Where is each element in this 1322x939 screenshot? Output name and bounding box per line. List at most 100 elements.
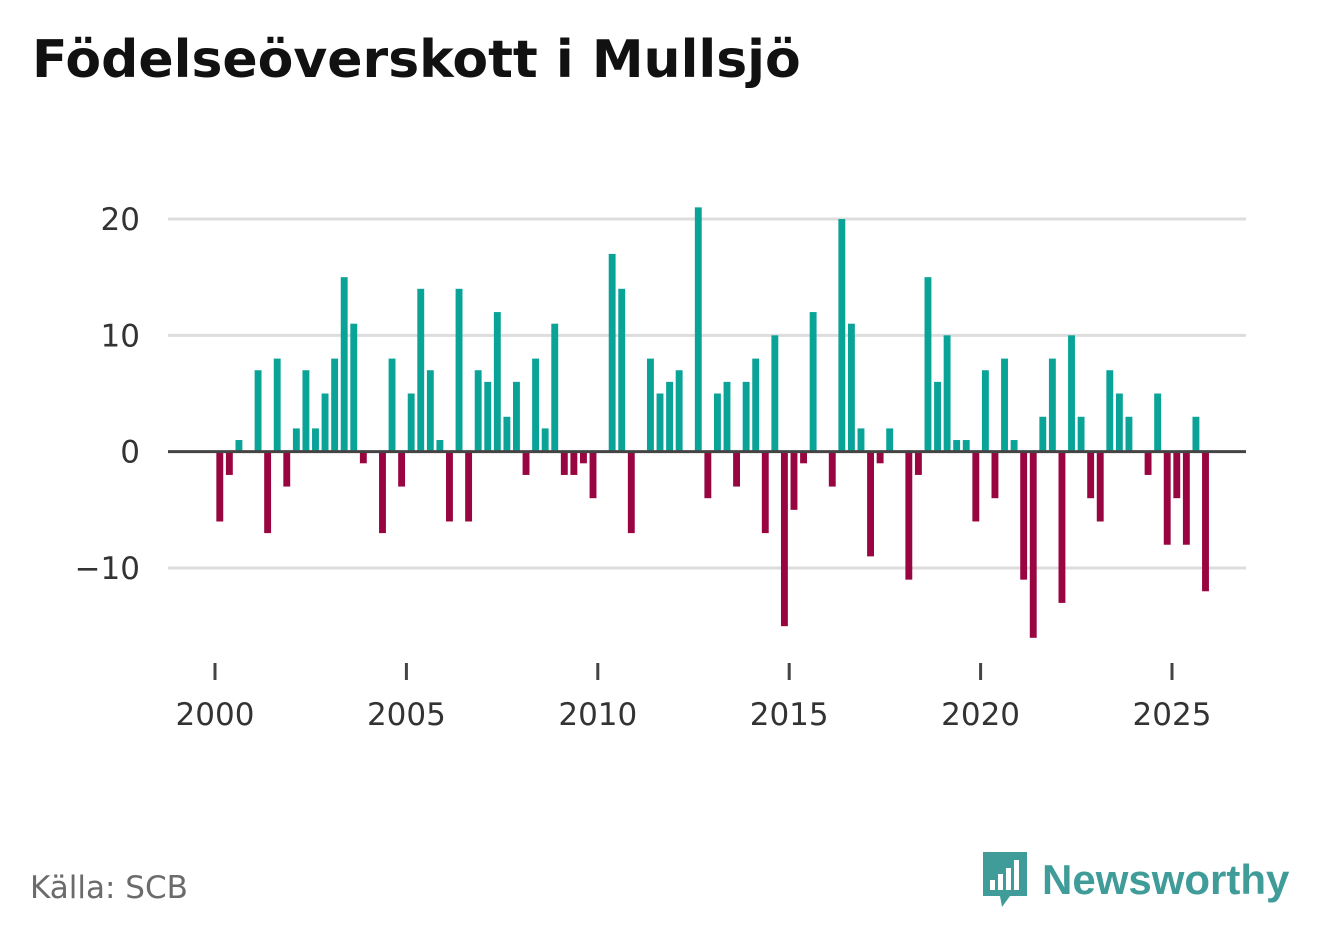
bar-negative xyxy=(264,451,272,534)
bar-negative xyxy=(972,451,980,522)
bar-negative xyxy=(790,451,798,510)
bar-negative xyxy=(627,451,635,534)
bar-negative xyxy=(570,451,578,475)
bar-positive xyxy=(847,323,855,452)
bar-positive xyxy=(1077,416,1085,452)
bar-positive xyxy=(1039,416,1047,452)
bar-positive xyxy=(302,370,310,452)
bar-positive xyxy=(484,381,492,452)
x-tick-label: 2000 xyxy=(176,697,255,733)
bar-positive xyxy=(1106,370,1114,452)
bar-positive xyxy=(388,358,396,452)
bar-positive xyxy=(1125,416,1133,452)
newsworthy-logo[interactable]: Newsworthy xyxy=(980,850,1289,910)
x-tick-label: 2010 xyxy=(558,697,637,733)
bar-positive xyxy=(934,381,941,452)
bars xyxy=(216,207,1209,638)
bar-positive xyxy=(1115,393,1123,452)
bar-positive xyxy=(493,312,501,452)
bar-negative xyxy=(283,451,291,487)
bar-positive xyxy=(235,440,243,452)
bar-positive xyxy=(455,288,463,452)
bar-positive xyxy=(675,370,683,452)
bar-positive xyxy=(646,358,654,452)
bar-negative xyxy=(1087,451,1095,499)
bar-positive xyxy=(857,428,865,452)
bar-negative xyxy=(905,451,913,580)
newsworthy-brand-name: Newsworthy xyxy=(1042,856,1290,903)
bar-positive xyxy=(771,335,779,452)
y-axis-labels: 20 10 0 −10 xyxy=(75,202,140,587)
bar-negative xyxy=(359,451,367,464)
bar-negative xyxy=(1020,451,1028,580)
bar-negative xyxy=(1096,451,1104,522)
bar-positive xyxy=(1154,393,1162,452)
bar-negative xyxy=(1163,451,1171,545)
source-label: Källa: SCB xyxy=(30,870,188,906)
bar-positive xyxy=(340,277,348,452)
bar-negative xyxy=(733,451,741,487)
bar-positive xyxy=(513,381,520,452)
bar-negative xyxy=(560,451,568,475)
bar-positive xyxy=(1001,358,1008,452)
bar-negative xyxy=(379,451,386,534)
bar-negative xyxy=(1202,451,1209,592)
bar-negative xyxy=(876,451,884,464)
bar-positive xyxy=(350,323,358,452)
bar-positive xyxy=(292,428,300,452)
bar-positive xyxy=(838,219,846,452)
bar-negative xyxy=(914,451,922,475)
bar-negative xyxy=(780,451,788,627)
bar-positive xyxy=(1010,440,1018,452)
bar-positive xyxy=(474,370,482,452)
bar-positive xyxy=(713,393,721,452)
bar-positive xyxy=(752,358,760,452)
bar-positive xyxy=(1068,335,1075,452)
bar-positive xyxy=(1048,358,1056,452)
bar-negative xyxy=(580,451,587,464)
bar-positive xyxy=(943,335,951,452)
bar-positive xyxy=(953,440,961,452)
newsworthy-logo-icon xyxy=(983,852,1027,907)
bar-negative xyxy=(828,451,836,487)
bar-positive xyxy=(981,370,989,452)
y-tick-label: 20 xyxy=(101,202,140,238)
bar-negative xyxy=(1144,451,1152,475)
bar-positive xyxy=(1192,416,1200,452)
bar-negative xyxy=(1173,451,1181,499)
y-tick-label: −10 xyxy=(75,551,140,587)
bar-positive xyxy=(694,207,702,452)
bar-negative xyxy=(589,451,597,499)
bar-positive xyxy=(924,277,932,452)
gridlines xyxy=(168,217,1246,570)
y-tick-label: 0 xyxy=(120,435,140,471)
bar-negative xyxy=(398,451,406,487)
chart-title: Födelseöverskott i Mullsjö xyxy=(32,30,801,90)
bar-negative xyxy=(216,451,224,522)
x-tick-label: 2025 xyxy=(1133,697,1212,733)
bar-negative xyxy=(800,451,807,464)
bar-negative xyxy=(704,451,712,499)
bar-positive xyxy=(809,312,817,452)
bar-positive xyxy=(608,253,616,452)
bar-positive xyxy=(618,288,626,452)
bar-negative xyxy=(225,451,233,475)
bar-negative xyxy=(867,451,874,557)
bar-negative xyxy=(465,451,473,522)
bar-positive xyxy=(417,288,425,452)
bar-positive xyxy=(436,440,444,452)
bar-positive xyxy=(886,428,894,452)
bar-positive xyxy=(742,381,750,452)
bar-negative xyxy=(522,451,530,475)
bar-positive xyxy=(426,370,434,452)
bar-negative xyxy=(991,451,999,499)
bar-negative xyxy=(761,451,769,534)
bar-positive xyxy=(541,428,549,452)
bar-negative xyxy=(1029,451,1037,638)
bar-positive xyxy=(656,393,664,452)
bar-positive xyxy=(331,358,339,452)
bar-positive xyxy=(666,381,674,452)
bar-negative xyxy=(1182,451,1190,545)
bar-positive xyxy=(312,428,319,452)
